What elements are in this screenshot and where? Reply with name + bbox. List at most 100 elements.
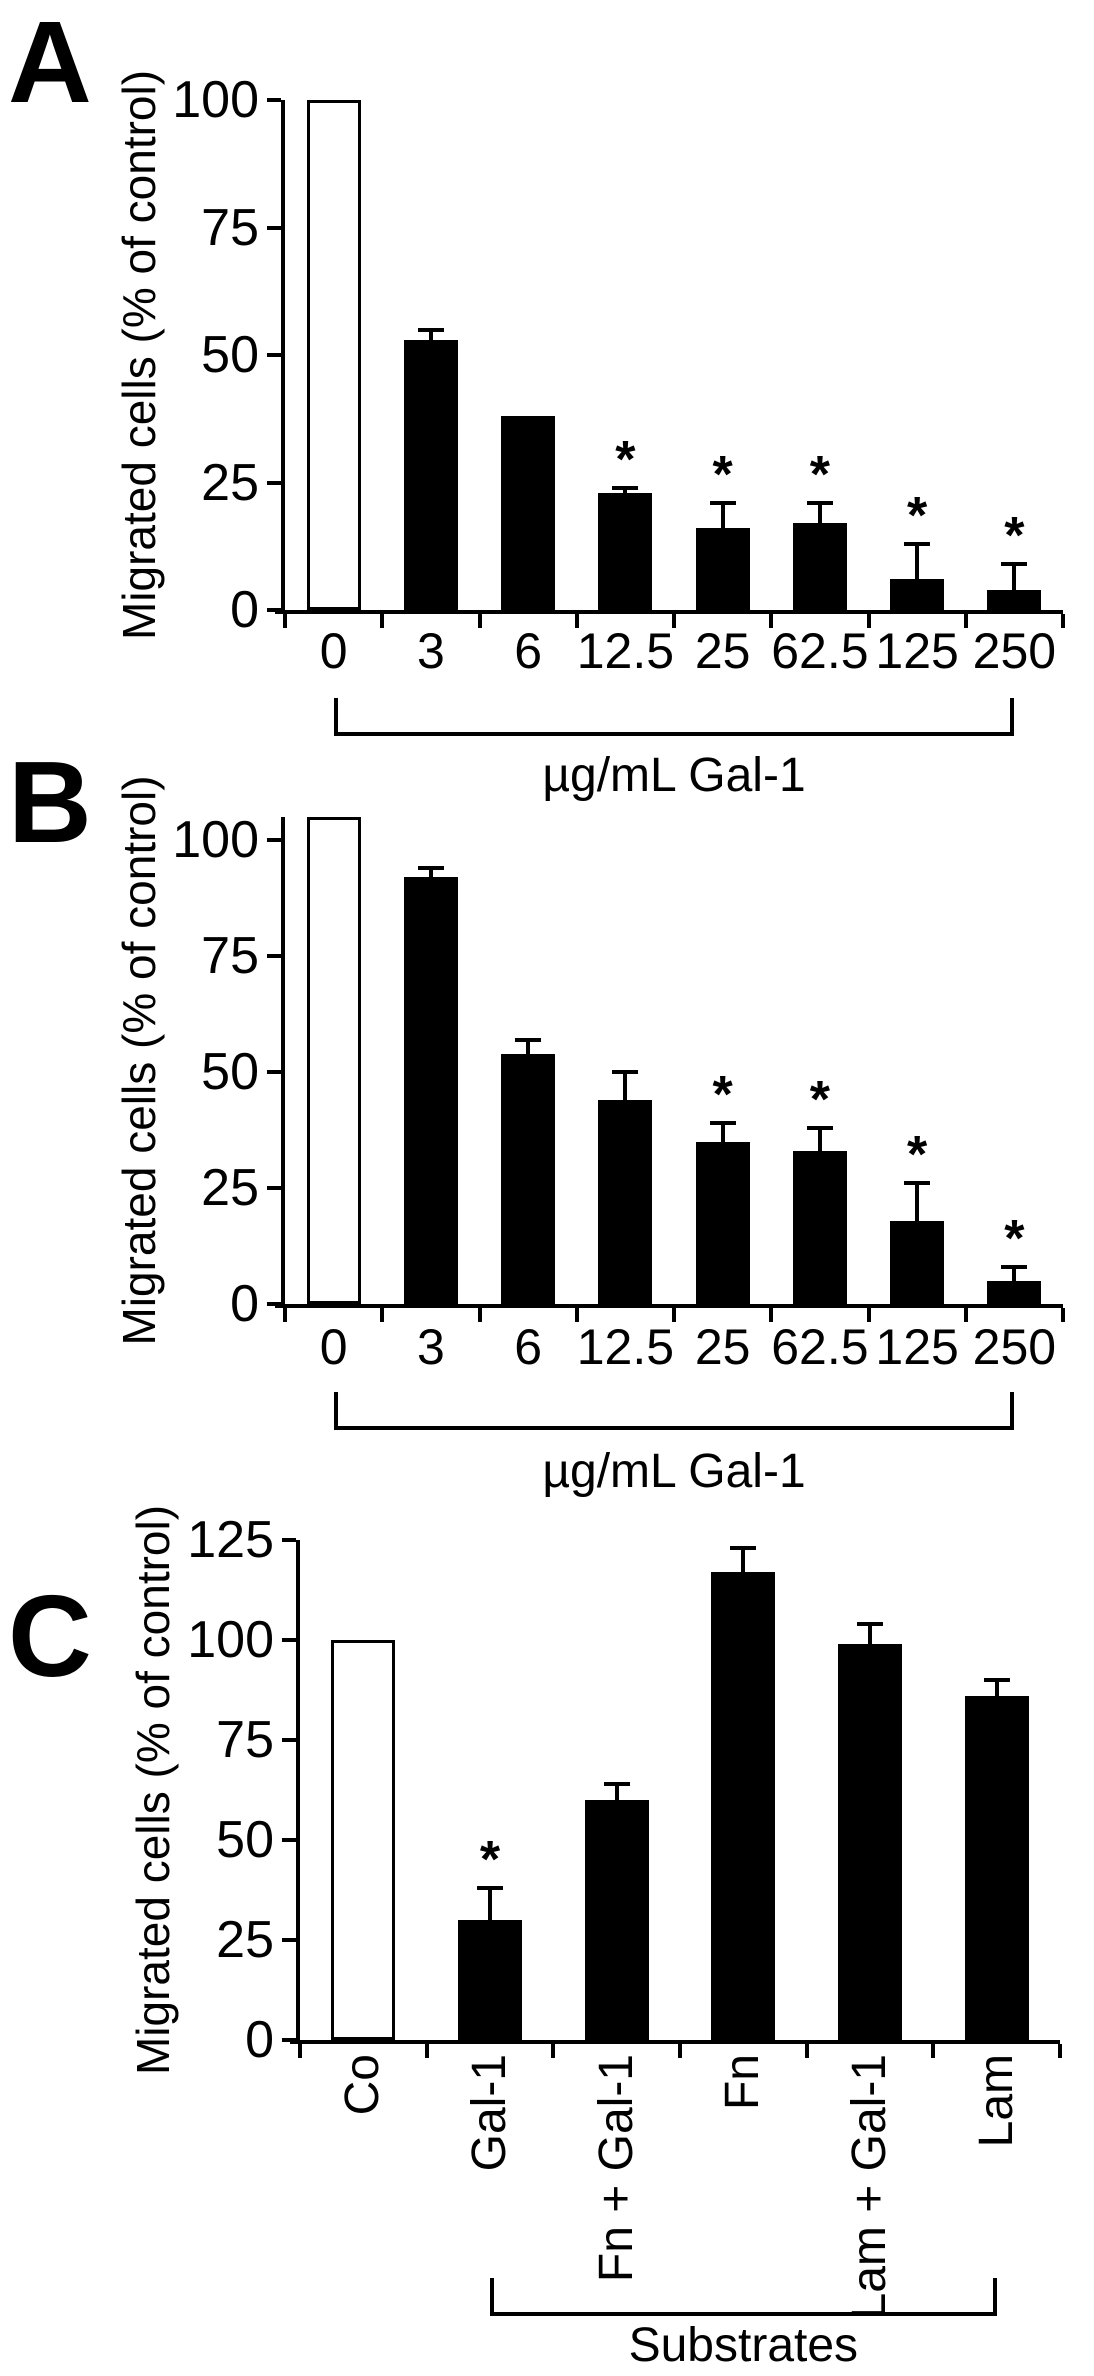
x-tick (866, 1308, 871, 1322)
bar-3 (403, 877, 458, 1304)
x-tick (931, 2044, 936, 2058)
x-tick-label: Fn + Gal-1 (589, 2054, 643, 2283)
significance-asterisk: * (809, 1070, 830, 1129)
bar-Fn + Gal-1 (584, 1800, 649, 2040)
x-tick-label: Gal-1 (463, 2054, 516, 2172)
significance-asterisk: * (712, 1066, 733, 1125)
error-bar (428, 329, 433, 348)
y-tick (282, 1838, 296, 1842)
error-bar-cap (603, 1782, 630, 1786)
bar-Fn (711, 1572, 776, 2040)
error-bar-cap (612, 485, 639, 490)
x-tick (551, 2044, 556, 2058)
x-tick (283, 614, 287, 628)
y-tick-label: 50 (216, 1811, 274, 1869)
error-bar (623, 1072, 628, 1108)
error-bar-cap (904, 541, 931, 546)
x-tick (574, 1308, 579, 1322)
y-tick-label: 25 (201, 453, 259, 512)
x-tick (477, 1308, 482, 1322)
error-bar (817, 1127, 822, 1159)
x-tick-label: Fn (716, 2054, 770, 2111)
bar-12.5 (598, 492, 653, 610)
bar-62.5 (792, 523, 847, 610)
significance-asterisk: * (479, 1831, 501, 1889)
x-tick (380, 614, 385, 628)
y-tick (267, 608, 281, 612)
error-bar-cap (1001, 562, 1028, 567)
bar-25 (695, 528, 750, 610)
y-tick-label: 50 (201, 326, 259, 384)
error-bar (915, 1183, 920, 1229)
y-axis (281, 100, 285, 614)
x-axis-title: µg/mL Gal-1 (542, 1445, 806, 1498)
error-bar (868, 1624, 872, 1652)
error-bar-cap (983, 1678, 1010, 1682)
x-axis (275, 1304, 1063, 1308)
error-bar-cap (477, 1886, 503, 1890)
bar-6 (501, 416, 556, 610)
y-tick-label: 75 (201, 927, 259, 986)
bar-6 (501, 1053, 556, 1304)
y-tick (267, 1302, 281, 1306)
x-tick (424, 2044, 429, 2058)
y-tick-label: 75 (216, 1711, 274, 1769)
y-tick-label: 0 (230, 1275, 259, 1333)
x-tick (283, 1308, 287, 1322)
x-tick-label: Lam (969, 2054, 1023, 2148)
x-tick-label: 12.5 (576, 1319, 675, 1375)
error-bar (720, 1123, 725, 1150)
y-tick (267, 480, 281, 485)
significance-asterisk: * (809, 445, 830, 504)
x-tick (380, 1308, 385, 1322)
error-bar (1012, 1266, 1017, 1289)
y-tick-label: 125 (187, 1511, 274, 1569)
x-tick-label: 3 (416, 1319, 445, 1375)
x-tick-label: 6 (514, 1319, 543, 1375)
x-tick-label: 62.5 (771, 623, 869, 679)
error-bar (741, 1548, 746, 1580)
error-bar-cap (417, 327, 444, 332)
y-tick-label: 75 (201, 198, 259, 257)
error-bar-cap (857, 1622, 883, 1626)
significance-asterisk: * (615, 430, 636, 489)
y-tick (282, 1938, 296, 1942)
x-category-bracket (333, 1392, 1015, 1430)
panel-label: B (8, 737, 92, 867)
y-tick (282, 2038, 296, 2042)
x-tick-label: 25 (694, 1319, 751, 1375)
significance-asterisk: * (712, 445, 733, 504)
x-category-bracket (490, 2278, 997, 2316)
y-tick-label: 0 (230, 581, 259, 639)
error-bar (994, 1680, 999, 1704)
error-bar (1012, 564, 1017, 598)
x-tick (963, 1308, 968, 1322)
x-axis (275, 610, 1063, 614)
x-tick-label: 0 (319, 1319, 348, 1375)
y-tick (282, 1538, 296, 1542)
error-bar-cap (515, 1037, 542, 1042)
bar-Lam (964, 1696, 1029, 2040)
x-tick (1061, 614, 1065, 628)
y-axis (296, 1540, 300, 2044)
x-tick (769, 1308, 774, 1322)
y-tick (267, 1186, 281, 1191)
x-axis-title: µg/mL Gal-1 (542, 749, 806, 802)
bar-0 (306, 100, 361, 610)
significance-asterisk: * (907, 1126, 928, 1185)
error-bar (720, 502, 725, 537)
y-tick-label: 50 (201, 1043, 259, 1102)
x-tick (1061, 1308, 1065, 1322)
error-bar-cap (709, 1121, 736, 1126)
x-tick-label: 12.5 (576, 623, 675, 679)
x-tick-label: 250 (972, 1319, 1057, 1375)
panel-label: A (8, 0, 92, 127)
y-tick (267, 838, 281, 843)
bar-Lam + Gal-1 (838, 1644, 902, 2040)
y-tick (267, 98, 281, 102)
x-tick (963, 614, 968, 628)
error-bar (817, 502, 822, 532)
y-tick-label: 25 (216, 1911, 274, 1969)
